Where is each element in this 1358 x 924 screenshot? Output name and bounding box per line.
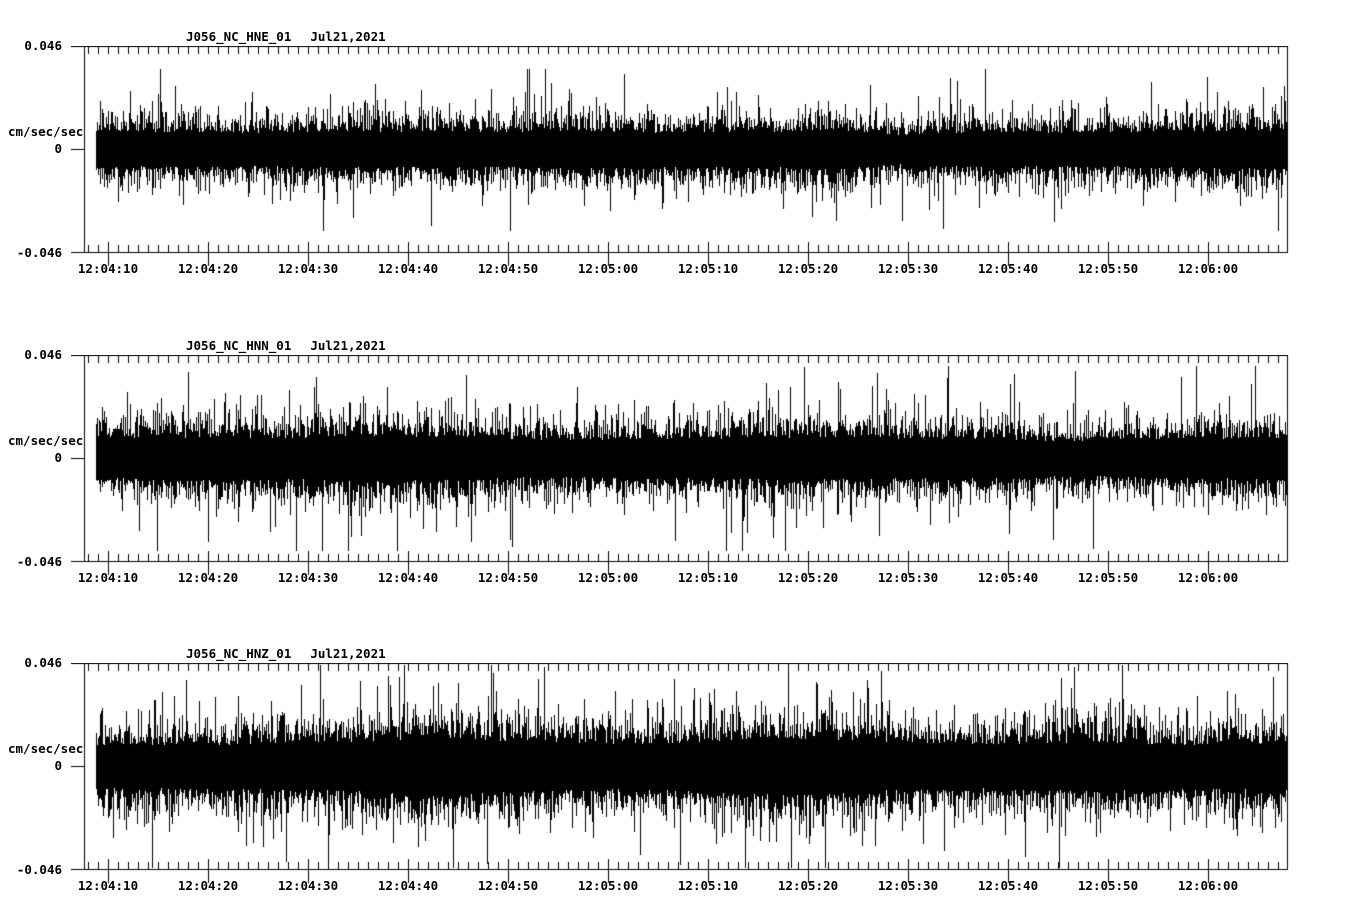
x-tick-label: 12:06:00 xyxy=(1177,261,1239,276)
x-tick-label: 12:05:10 xyxy=(677,261,739,276)
y-tick-min: -0.046 xyxy=(16,862,62,877)
x-tick-label: 12:04:10 xyxy=(77,570,139,585)
x-tick-label: 12:05:00 xyxy=(577,570,639,585)
x-tick-label: 12:04:10 xyxy=(77,261,139,276)
x-tick-label: 12:05:20 xyxy=(777,878,839,893)
x-tick-label: 12:06:00 xyxy=(1177,570,1239,585)
x-tick-label: 12:04:50 xyxy=(477,878,539,893)
x-tick-label: 12:05:30 xyxy=(877,878,939,893)
y-tick-zero: 0 xyxy=(54,141,62,156)
plot-title: J056_NC_HNE_01 Jul21,2021 xyxy=(186,30,386,44)
x-axis-labels: 12:04:10 12:04:20 12:04:30 12:04:40 12:04:50… xyxy=(78,570,1288,587)
trace-id: J056_NC_HNZ_01 xyxy=(186,646,292,661)
y-tick-zero: 0 xyxy=(54,758,62,773)
x-tick-label: 12:04:40 xyxy=(377,570,439,585)
x-tick-label: 12:04:40 xyxy=(377,878,439,893)
x-axis-labels: 12:04:10 12:04:20 12:04:30 12:04:40 12:04:50… xyxy=(78,261,1288,278)
x-tick-label: 12:04:30 xyxy=(277,878,339,893)
x-tick-label: 12:04:40 xyxy=(377,261,439,276)
x-tick-label: 12:05:00 xyxy=(577,261,639,276)
trace-date: Jul21,2021 xyxy=(310,338,386,353)
x-tick-label: 12:06:00 xyxy=(1177,878,1239,893)
x-tick-label: 12:05:50 xyxy=(1077,261,1139,276)
x-tick-label: 12:05:20 xyxy=(777,570,839,585)
trace-date: Jul21,2021 xyxy=(310,646,386,661)
waveform-canvas-hne xyxy=(71,46,1293,268)
plot-hne: J056_NC_HNE_01 Jul21,2021 0.046 cm/sec/se… xyxy=(0,28,1358,280)
y-tick-zero: 0 xyxy=(54,450,62,465)
y-axis-units: cm/sec/sec xyxy=(8,741,84,756)
x-tick-label: 12:05:10 xyxy=(677,570,739,585)
y-tick-min: -0.046 xyxy=(16,245,62,260)
x-tick-label: 12:04:50 xyxy=(477,261,539,276)
x-tick-label: 12:05:20 xyxy=(777,261,839,276)
plot-hnz: J056_NC_HNZ_01 Jul21,2021 0.046 cm/sec/se… xyxy=(0,645,1358,897)
x-tick-label: 12:04:20 xyxy=(177,878,239,893)
y-axis-units: cm/sec/sec xyxy=(8,433,84,448)
y-axis-units: cm/sec/sec xyxy=(8,124,84,139)
plot-title: J056_NC_HNN_01 Jul21,2021 xyxy=(186,339,386,353)
x-tick-label: 12:05:50 xyxy=(1077,570,1139,585)
waveform-canvas-hnn xyxy=(71,355,1293,577)
x-tick-label: 12:05:50 xyxy=(1077,878,1139,893)
trace-id: J056_NC_HNE_01 xyxy=(186,29,292,44)
y-tick-max: 0.046 xyxy=(24,655,62,670)
x-tick-label: 12:05:10 xyxy=(677,878,739,893)
x-axis-labels: 12:04:10 12:04:20 12:04:30 12:04:40 12:04:50… xyxy=(78,878,1288,895)
x-tick-label: 12:04:30 xyxy=(277,570,339,585)
trace-id: J056_NC_HNN_01 xyxy=(186,338,292,353)
trace-date: Jul21,2021 xyxy=(310,29,386,44)
plot-title: J056_NC_HNZ_01 Jul21,2021 xyxy=(186,647,386,661)
x-tick-label: 12:04:20 xyxy=(177,570,239,585)
x-tick-label: 12:04:50 xyxy=(477,570,539,585)
y-tick-max: 0.046 xyxy=(24,347,62,362)
plot-hnn: J056_NC_HNN_01 Jul21,2021 0.046 cm/sec/se… xyxy=(0,337,1358,589)
x-tick-label: 12:04:10 xyxy=(77,878,139,893)
x-tick-label: 12:05:40 xyxy=(977,878,1039,893)
y-tick-max: 0.046 xyxy=(24,38,62,53)
x-tick-label: 12:04:20 xyxy=(177,261,239,276)
waveform-canvas-hnz xyxy=(71,663,1293,885)
x-tick-label: 12:05:30 xyxy=(877,261,939,276)
x-tick-label: 12:05:40 xyxy=(977,570,1039,585)
x-tick-label: 12:05:30 xyxy=(877,570,939,585)
y-tick-min: -0.046 xyxy=(16,554,62,569)
x-tick-label: 12:04:30 xyxy=(277,261,339,276)
x-tick-label: 12:05:40 xyxy=(977,261,1039,276)
x-tick-label: 12:05:00 xyxy=(577,878,639,893)
